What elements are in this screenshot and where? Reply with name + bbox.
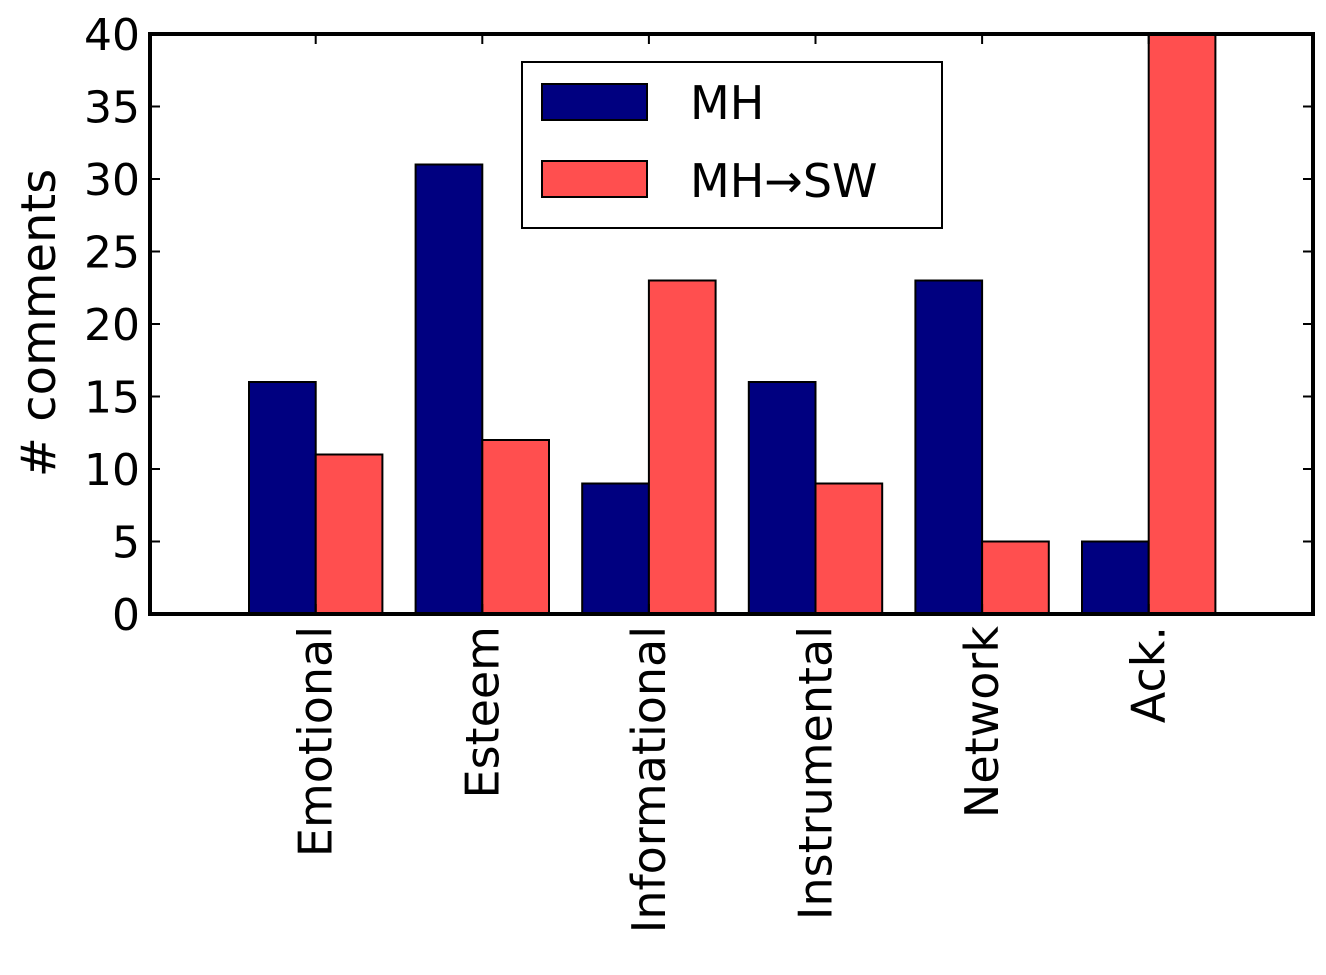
x-tick-labels-group: Emotional Esteem Informational Instrumental… bbox=[289, 34, 1176, 933]
y-axis-title: # comments bbox=[11, 169, 67, 478]
y-tick-label: 35 bbox=[84, 83, 140, 134]
y-tick-label: 5 bbox=[112, 518, 140, 569]
legend-swatch-mh bbox=[541, 83, 648, 121]
legend: MH MH→SW bbox=[521, 61, 943, 229]
x-tick-label-esteem: Esteem bbox=[455, 626, 509, 798]
x-tick-label-informational: Informational bbox=[622, 626, 676, 933]
bar-mh-sw-esteem bbox=[481, 439, 550, 615]
bar-mh-instrumental bbox=[747, 381, 817, 615]
bar-mh-sw-informational bbox=[647, 279, 717, 615]
x-tick-label-ack: Ack. bbox=[1122, 626, 1176, 723]
bar-mh-sw-ack bbox=[1147, 33, 1217, 615]
y-tick-label: 25 bbox=[84, 228, 140, 279]
bar-mh-sw-emotional bbox=[314, 453, 384, 615]
bar-mh-emotional bbox=[248, 381, 317, 615]
bar-mh-ack bbox=[1081, 540, 1150, 615]
legend-swatch-mh-sw bbox=[541, 160, 648, 198]
y-tick-label: 10 bbox=[84, 445, 140, 496]
y-tick-label: 20 bbox=[84, 300, 140, 351]
bar-mh-sw-instrumental bbox=[814, 482, 884, 615]
legend-label-mh: MH bbox=[690, 76, 764, 130]
plot-frame bbox=[148, 32, 1315, 616]
legend-label-mh-sw: MH→SW bbox=[690, 154, 878, 208]
x-tick-label-instrumental: Instrumental bbox=[789, 626, 843, 920]
y-tick-label: 15 bbox=[84, 373, 140, 424]
x-tick-label-network: Network bbox=[955, 626, 1009, 818]
y-tick-label: 30 bbox=[84, 155, 140, 206]
bar-mh-network bbox=[914, 279, 984, 615]
y-tick-label: 0 bbox=[112, 590, 140, 641]
y-ticks-group: 0 5 10 15 20 25 30 35 40 bbox=[84, 10, 1313, 641]
bar-mh-sw-network bbox=[981, 540, 1050, 615]
x-tick-label-emotional: Emotional bbox=[289, 626, 343, 857]
bar-mh-informational bbox=[581, 482, 650, 615]
bar-mh-esteem bbox=[414, 163, 484, 615]
bars-group bbox=[248, 33, 1217, 615]
y-tick-label: 40 bbox=[84, 10, 140, 61]
